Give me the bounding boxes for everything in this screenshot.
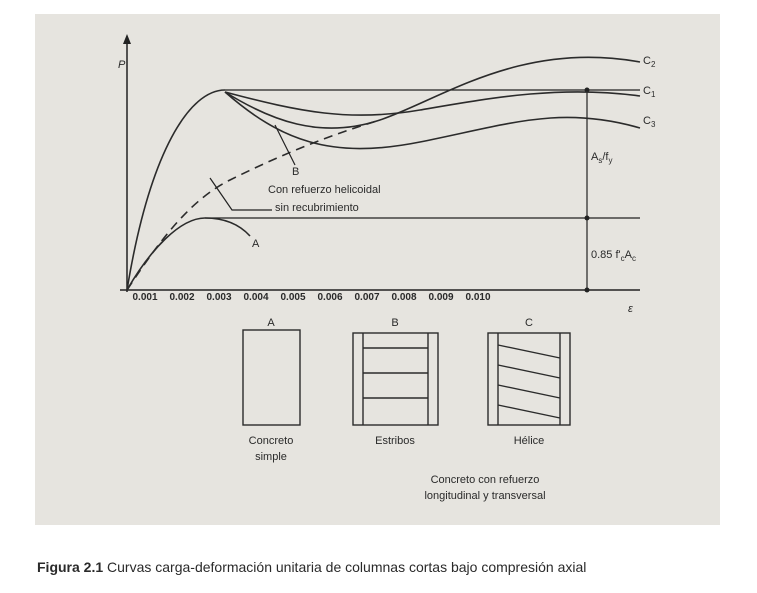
- caption: Figura 2.1 Curvas carga-deformación unit…: [37, 559, 586, 575]
- column-b: [352, 332, 439, 426]
- x-tick-label: 0.009: [428, 292, 453, 303]
- column-letter: B: [391, 317, 398, 329]
- curve-c2: [224, 56, 641, 129]
- column-c: [487, 332, 571, 426]
- group-label: longitudinal y transversal: [424, 490, 545, 502]
- a-label: A: [252, 238, 260, 250]
- x-tick-label: 0.006: [317, 292, 342, 303]
- x-label: ε: [628, 303, 633, 315]
- dot: [584, 287, 590, 293]
- leader: [209, 177, 272, 211]
- x-tick-label: 0.010: [465, 292, 490, 303]
- column-letter: A: [267, 317, 275, 329]
- x-tick-label: 0.004: [243, 292, 268, 303]
- y-arrow: [123, 34, 131, 44]
- column-label: Estribos: [375, 435, 415, 447]
- column-letter: C: [525, 317, 533, 329]
- columns: [242, 329, 571, 426]
- scan-background: [35, 14, 720, 525]
- x-tick-label: 0.008: [391, 292, 416, 303]
- dot: [584, 215, 590, 221]
- x-tick-label: 0.003: [206, 292, 231, 303]
- curve-c3: [224, 91, 641, 150]
- steel-label: As/fy: [591, 151, 612, 165]
- column-label: Hélice: [514, 435, 545, 447]
- x-tick-label: 0.007: [354, 292, 379, 303]
- c1-label: C1: [643, 85, 656, 99]
- c2-label: C2: [643, 55, 656, 69]
- c3-label: C3: [643, 115, 656, 129]
- annotation: sin recubrimiento: [275, 202, 359, 214]
- x-tick-label: 0.005: [280, 292, 305, 303]
- column-label: Concreto: [249, 435, 294, 447]
- concrete-label: 0.85 f'cAc: [591, 249, 636, 263]
- b-label: B: [292, 166, 299, 178]
- y-label: P: [118, 59, 126, 71]
- column-a: [242, 329, 301, 426]
- curve-c1: [224, 91, 641, 116]
- annotation: Con refuerzo helicoidal: [268, 184, 381, 196]
- group-label: Concreto con refuerzo: [431, 474, 540, 486]
- x-tick-label: 0.001: [132, 292, 157, 303]
- x-tick-label: 0.002: [169, 292, 194, 303]
- column-label: simple: [255, 451, 287, 463]
- curve-a: [126, 217, 251, 291]
- main-curve: [126, 89, 226, 291]
- plot: P ε 0.001 0.002 0.003 0.004 0.005 0.006 0.007 0…: [118, 34, 656, 315]
- leader: [274, 124, 296, 166]
